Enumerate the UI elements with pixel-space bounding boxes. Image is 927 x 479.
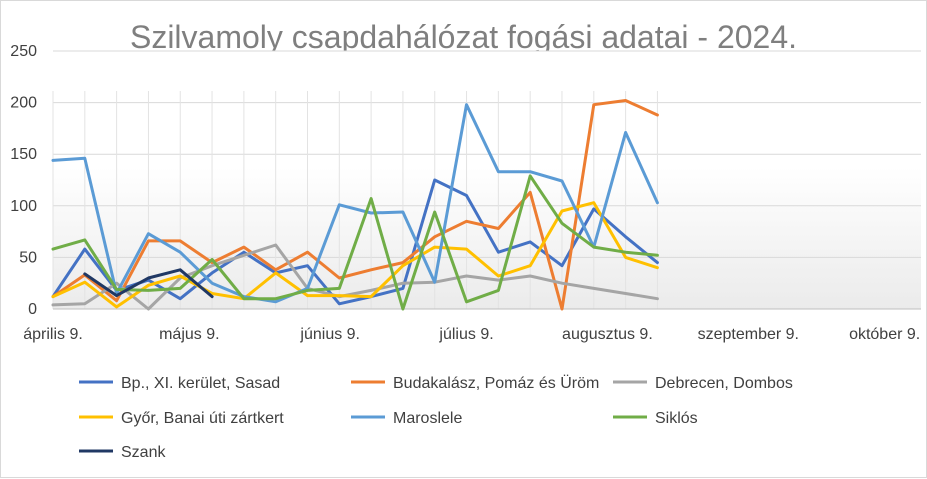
- y-tick-label: 100: [10, 198, 37, 215]
- x-tick-label: április 9.: [23, 326, 83, 343]
- legend-label: Bp., XI. kerület, Sasad: [121, 375, 280, 392]
- plot-area: [53, 51, 921, 309]
- x-tick-label: június 9.: [299, 326, 360, 343]
- y-tick-label: 200: [10, 95, 37, 112]
- x-tick-label: szeptember 9.: [698, 326, 799, 343]
- chart-title: Szilvamoly csapdahálózat fogási adatai -…: [129, 19, 798, 55]
- y-tick-label: 0: [28, 301, 37, 318]
- series-line: [51, 174, 659, 311]
- series-line: [51, 243, 659, 311]
- x-tick-label: október 9.: [849, 326, 920, 343]
- legend-label: Maroslele: [393, 410, 462, 427]
- legend-label: Siklós: [655, 410, 698, 427]
- series-line: [51, 103, 659, 304]
- x-tick-label: augusztus 9.: [562, 326, 653, 343]
- series-line: [51, 201, 659, 309]
- series-line: [83, 268, 214, 299]
- series-line: [51, 99, 659, 311]
- legend-label: Budakalász, Pomáz és Üröm: [393, 374, 599, 392]
- legend-label: Győr, Banai úti zártkert: [121, 410, 284, 427]
- legend-label: Debrecen, Dombos: [655, 375, 793, 392]
- legend-label: Szank: [121, 444, 166, 461]
- y-tick-label: 250: [10, 43, 37, 60]
- x-tick-label: július 9.: [438, 326, 493, 343]
- y-tick-label: 150: [10, 146, 37, 163]
- x-tick-label: május 9.: [159, 326, 219, 343]
- y-tick-label: 50: [19, 249, 37, 266]
